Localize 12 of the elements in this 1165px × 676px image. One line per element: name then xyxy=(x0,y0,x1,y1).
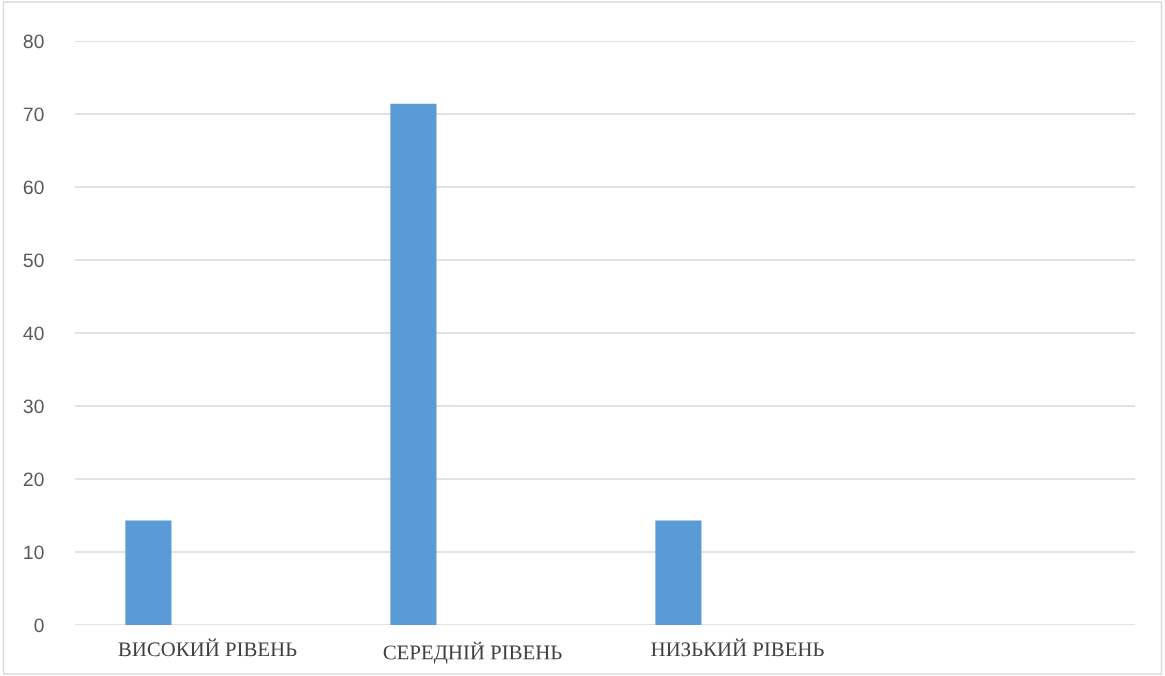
y-tick-label: 80 xyxy=(23,34,44,49)
y-tick-label: 50 xyxy=(23,253,44,268)
x-tick-label: ВИСОКИЙ РІВЕНЬ xyxy=(118,638,297,657)
y-tick-label: 10 xyxy=(24,545,44,560)
x-tick-label: НИЗЬКИЙ РІВЕНЬ xyxy=(651,638,824,657)
x-tick-label: СЕРЕДНІЙ РІВЕНЬ xyxy=(383,641,562,664)
y-tick-label: 40 xyxy=(23,326,44,341)
y-tick-label: 0 xyxy=(34,618,44,633)
y-tick-label: 30 xyxy=(23,399,44,414)
y-tick-label: 70 xyxy=(23,107,44,122)
y-tick-label: 60 xyxy=(23,180,44,195)
y-tick-label: 20 xyxy=(23,472,44,487)
